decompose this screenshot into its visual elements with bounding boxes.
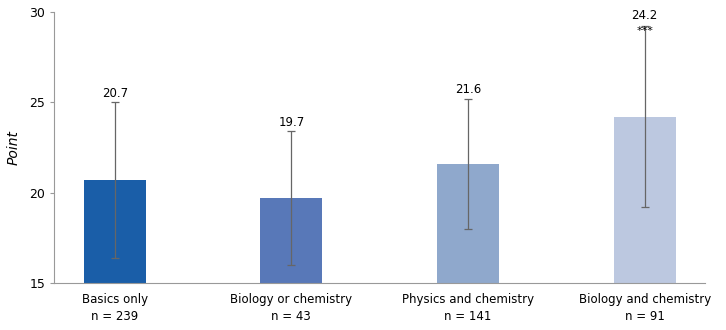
- Text: 20.7: 20.7: [102, 87, 128, 100]
- Bar: [83, 180, 146, 283]
- Text: 19.7: 19.7: [278, 115, 304, 129]
- Text: 24.2: 24.2: [632, 9, 658, 22]
- Bar: [613, 117, 676, 283]
- Bar: [437, 164, 499, 283]
- Y-axis label: Point: Point: [7, 130, 21, 165]
- Text: ***: ***: [636, 25, 653, 36]
- Text: 21.6: 21.6: [455, 83, 481, 96]
- Bar: [261, 198, 322, 283]
